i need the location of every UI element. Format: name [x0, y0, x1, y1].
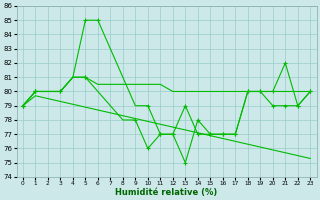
X-axis label: Humidité relative (%): Humidité relative (%) [116, 188, 218, 197]
